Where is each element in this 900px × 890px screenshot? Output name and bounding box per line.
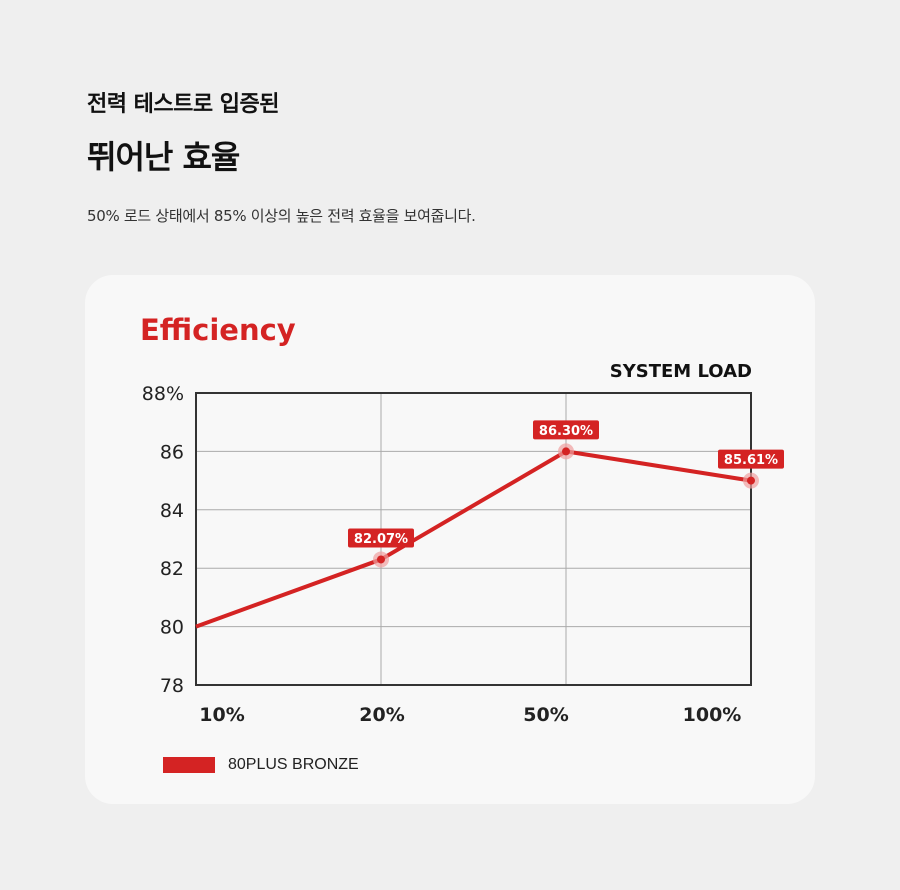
y-tick-label: 78 <box>160 675 184 697</box>
y-tick-label: 84 <box>160 500 184 522</box>
y-tick-label: 86 <box>160 441 184 463</box>
y-tick-label: 82 <box>160 558 184 580</box>
data-label: 85.61% <box>724 453 778 468</box>
plot-frame <box>195 392 752 686</box>
x-tick-label: 50% <box>523 704 568 726</box>
chart-card: Efficiency SYSTEM LOAD 78 80 82 84 86 88% 10% 20%… <box>85 275 815 804</box>
page-headline: 뛰어난 효율 <box>87 138 240 176</box>
data-label-box <box>718 449 784 469</box>
x-axis-title: SYSTEM LOAD <box>610 361 752 382</box>
page-subtitle: 전력 테스트로 입증된 <box>87 92 279 117</box>
data-point <box>747 476 755 485</box>
legend-label: 80PLUS BRONZE <box>228 756 359 773</box>
data-label-box <box>348 528 414 548</box>
data-label-box <box>533 420 599 440</box>
legend-swatch <box>163 757 215 773</box>
data-label: 82.07% <box>354 532 408 547</box>
y-tick-label: 88% <box>142 383 184 405</box>
data-label: 86.30% <box>539 424 593 439</box>
efficiency-chart: Efficiency SYSTEM LOAD 78 80 82 84 86 88% 10% 20%… <box>140 313 784 726</box>
y-tick-label: 80 <box>160 617 184 639</box>
data-point <box>562 447 570 456</box>
page-description: 50% 로드 상태에서 85% 이상의 높은 전력 효율을 보여줍니다. <box>87 207 476 225</box>
x-tick-label: 10% <box>199 704 244 726</box>
data-point <box>377 555 385 564</box>
chart-title: Efficiency <box>140 313 296 347</box>
chart-legend: 80PLUS BRONZE <box>163 756 359 774</box>
series-line <box>195 449 752 629</box>
x-tick-label: 100% <box>683 704 742 726</box>
x-tick-label: 20% <box>359 704 404 726</box>
